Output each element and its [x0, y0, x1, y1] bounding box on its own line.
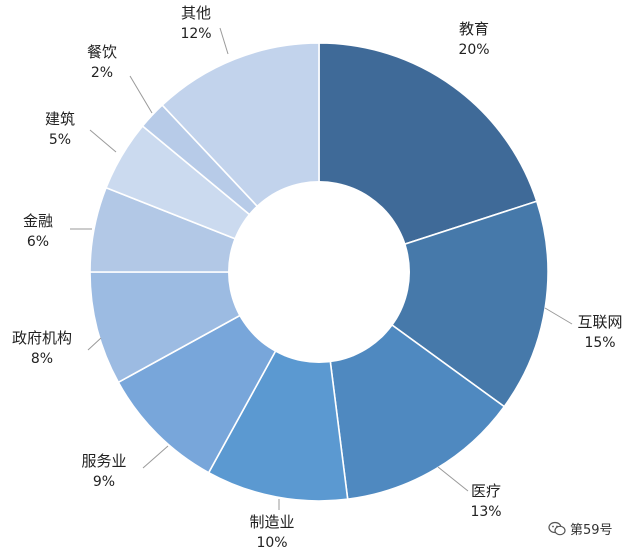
slice-value-3: 10%	[256, 535, 287, 551]
leader-line-9	[219, 27, 229, 55]
slice-value-5: 8%	[31, 351, 53, 367]
slice-label-2: 医疗	[471, 482, 501, 500]
watermark: 第59号	[548, 519, 613, 538]
donut-hole	[228, 181, 410, 363]
leader-line-1	[544, 307, 573, 325]
slice-value-1: 15%	[584, 335, 615, 351]
slice-value-7: 5%	[49, 132, 71, 148]
slice-value-4: 9%	[93, 474, 115, 490]
slice-value-0: 20%	[458, 42, 489, 58]
wechat-icon	[548, 521, 566, 535]
slice-label-4: 服务业	[81, 452, 126, 470]
slice-label-1: 互联网	[577, 313, 622, 331]
leader-lines	[70, 27, 573, 510]
slice-label-6: 金融	[23, 212, 53, 230]
slice-label-8: 餐饮	[87, 43, 117, 61]
slice-label-0: 教育	[459, 20, 489, 38]
leader-line-4	[142, 445, 169, 469]
leader-line-2	[437, 466, 469, 492]
slice-value-2: 13%	[470, 504, 501, 520]
slice-label-5: 政府机构	[12, 329, 72, 347]
leader-line-8	[129, 75, 153, 114]
slice-value-6: 6%	[27, 234, 49, 250]
slice-label-3: 制造业	[249, 513, 294, 531]
slice-label-7: 建筑	[45, 110, 75, 128]
slice-label-9: 其他	[181, 4, 211, 22]
leader-line-5	[87, 337, 102, 351]
labels: 教育 20% 互联网 15% 医疗 13% 制造业 10% 服务业 9% 政府机构 8% 金融 6% 建筑 5…	[12, 4, 623, 551]
slice-value-8: 2%	[91, 65, 113, 81]
leader-line-7	[89, 129, 117, 153]
watermark-text: 第59号	[570, 523, 613, 538]
slice-value-9: 12%	[180, 26, 211, 42]
